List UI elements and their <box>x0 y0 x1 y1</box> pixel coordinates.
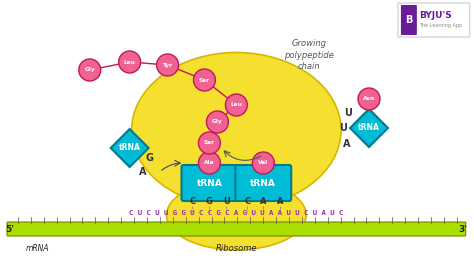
Text: C U C U U G G U C C G C A G U U A A U U C U A U C: C U C U U G G U C C G C A G U U A A U U … <box>129 210 344 216</box>
Circle shape <box>199 132 220 154</box>
Text: Gly: Gly <box>212 119 223 124</box>
Text: Ser: Ser <box>204 141 215 146</box>
Text: Gly: Gly <box>84 68 95 73</box>
Ellipse shape <box>166 180 306 250</box>
Circle shape <box>118 51 141 73</box>
Text: Ala: Ala <box>204 160 215 165</box>
Text: C: C <box>244 198 250 206</box>
Text: tRNA: tRNA <box>250 179 276 187</box>
Text: G: G <box>206 198 213 206</box>
FancyBboxPatch shape <box>398 3 470 37</box>
Text: B: B <box>405 15 412 25</box>
Circle shape <box>207 111 228 133</box>
Text: U: U <box>223 198 230 206</box>
Circle shape <box>199 152 220 174</box>
FancyBboxPatch shape <box>401 5 417 35</box>
Text: Ribosome: Ribosome <box>216 244 257 253</box>
Ellipse shape <box>132 52 341 208</box>
Text: A: A <box>139 167 146 177</box>
Text: C: C <box>190 198 196 206</box>
Text: U: U <box>344 108 352 118</box>
Text: Asn: Asn <box>363 97 375 102</box>
Text: tRNA: tRNA <box>197 179 222 187</box>
Text: 5': 5' <box>5 225 14 234</box>
Text: Leu: Leu <box>124 59 136 64</box>
Text: tRNA: tRNA <box>358 124 380 133</box>
Text: Val: Val <box>258 160 268 165</box>
Text: The Learning App: The Learning App <box>419 23 462 28</box>
Text: Leu: Leu <box>230 102 242 107</box>
Text: A: A <box>343 139 351 149</box>
FancyBboxPatch shape <box>236 165 291 201</box>
Circle shape <box>252 152 274 174</box>
Text: Ser: Ser <box>199 78 210 83</box>
Text: mRNA: mRNA <box>26 244 50 253</box>
Circle shape <box>226 94 247 116</box>
Text: Tyr: Tyr <box>163 62 173 68</box>
FancyBboxPatch shape <box>7 222 466 236</box>
Circle shape <box>156 54 179 76</box>
Circle shape <box>358 88 380 110</box>
FancyBboxPatch shape <box>182 165 237 201</box>
Text: 3': 3' <box>459 225 468 234</box>
Text: A: A <box>260 198 266 206</box>
Circle shape <box>193 69 215 91</box>
Circle shape <box>79 59 101 81</box>
Text: U: U <box>339 123 347 133</box>
Text: tRNA: tRNA <box>118 143 141 153</box>
Text: A: A <box>277 198 283 206</box>
Text: Growing
polypeptide
chain: Growing polypeptide chain <box>284 39 334 71</box>
Text: BYJU'S: BYJU'S <box>419 11 452 20</box>
Polygon shape <box>350 109 388 147</box>
Polygon shape <box>111 129 149 167</box>
Text: G: G <box>146 153 154 163</box>
